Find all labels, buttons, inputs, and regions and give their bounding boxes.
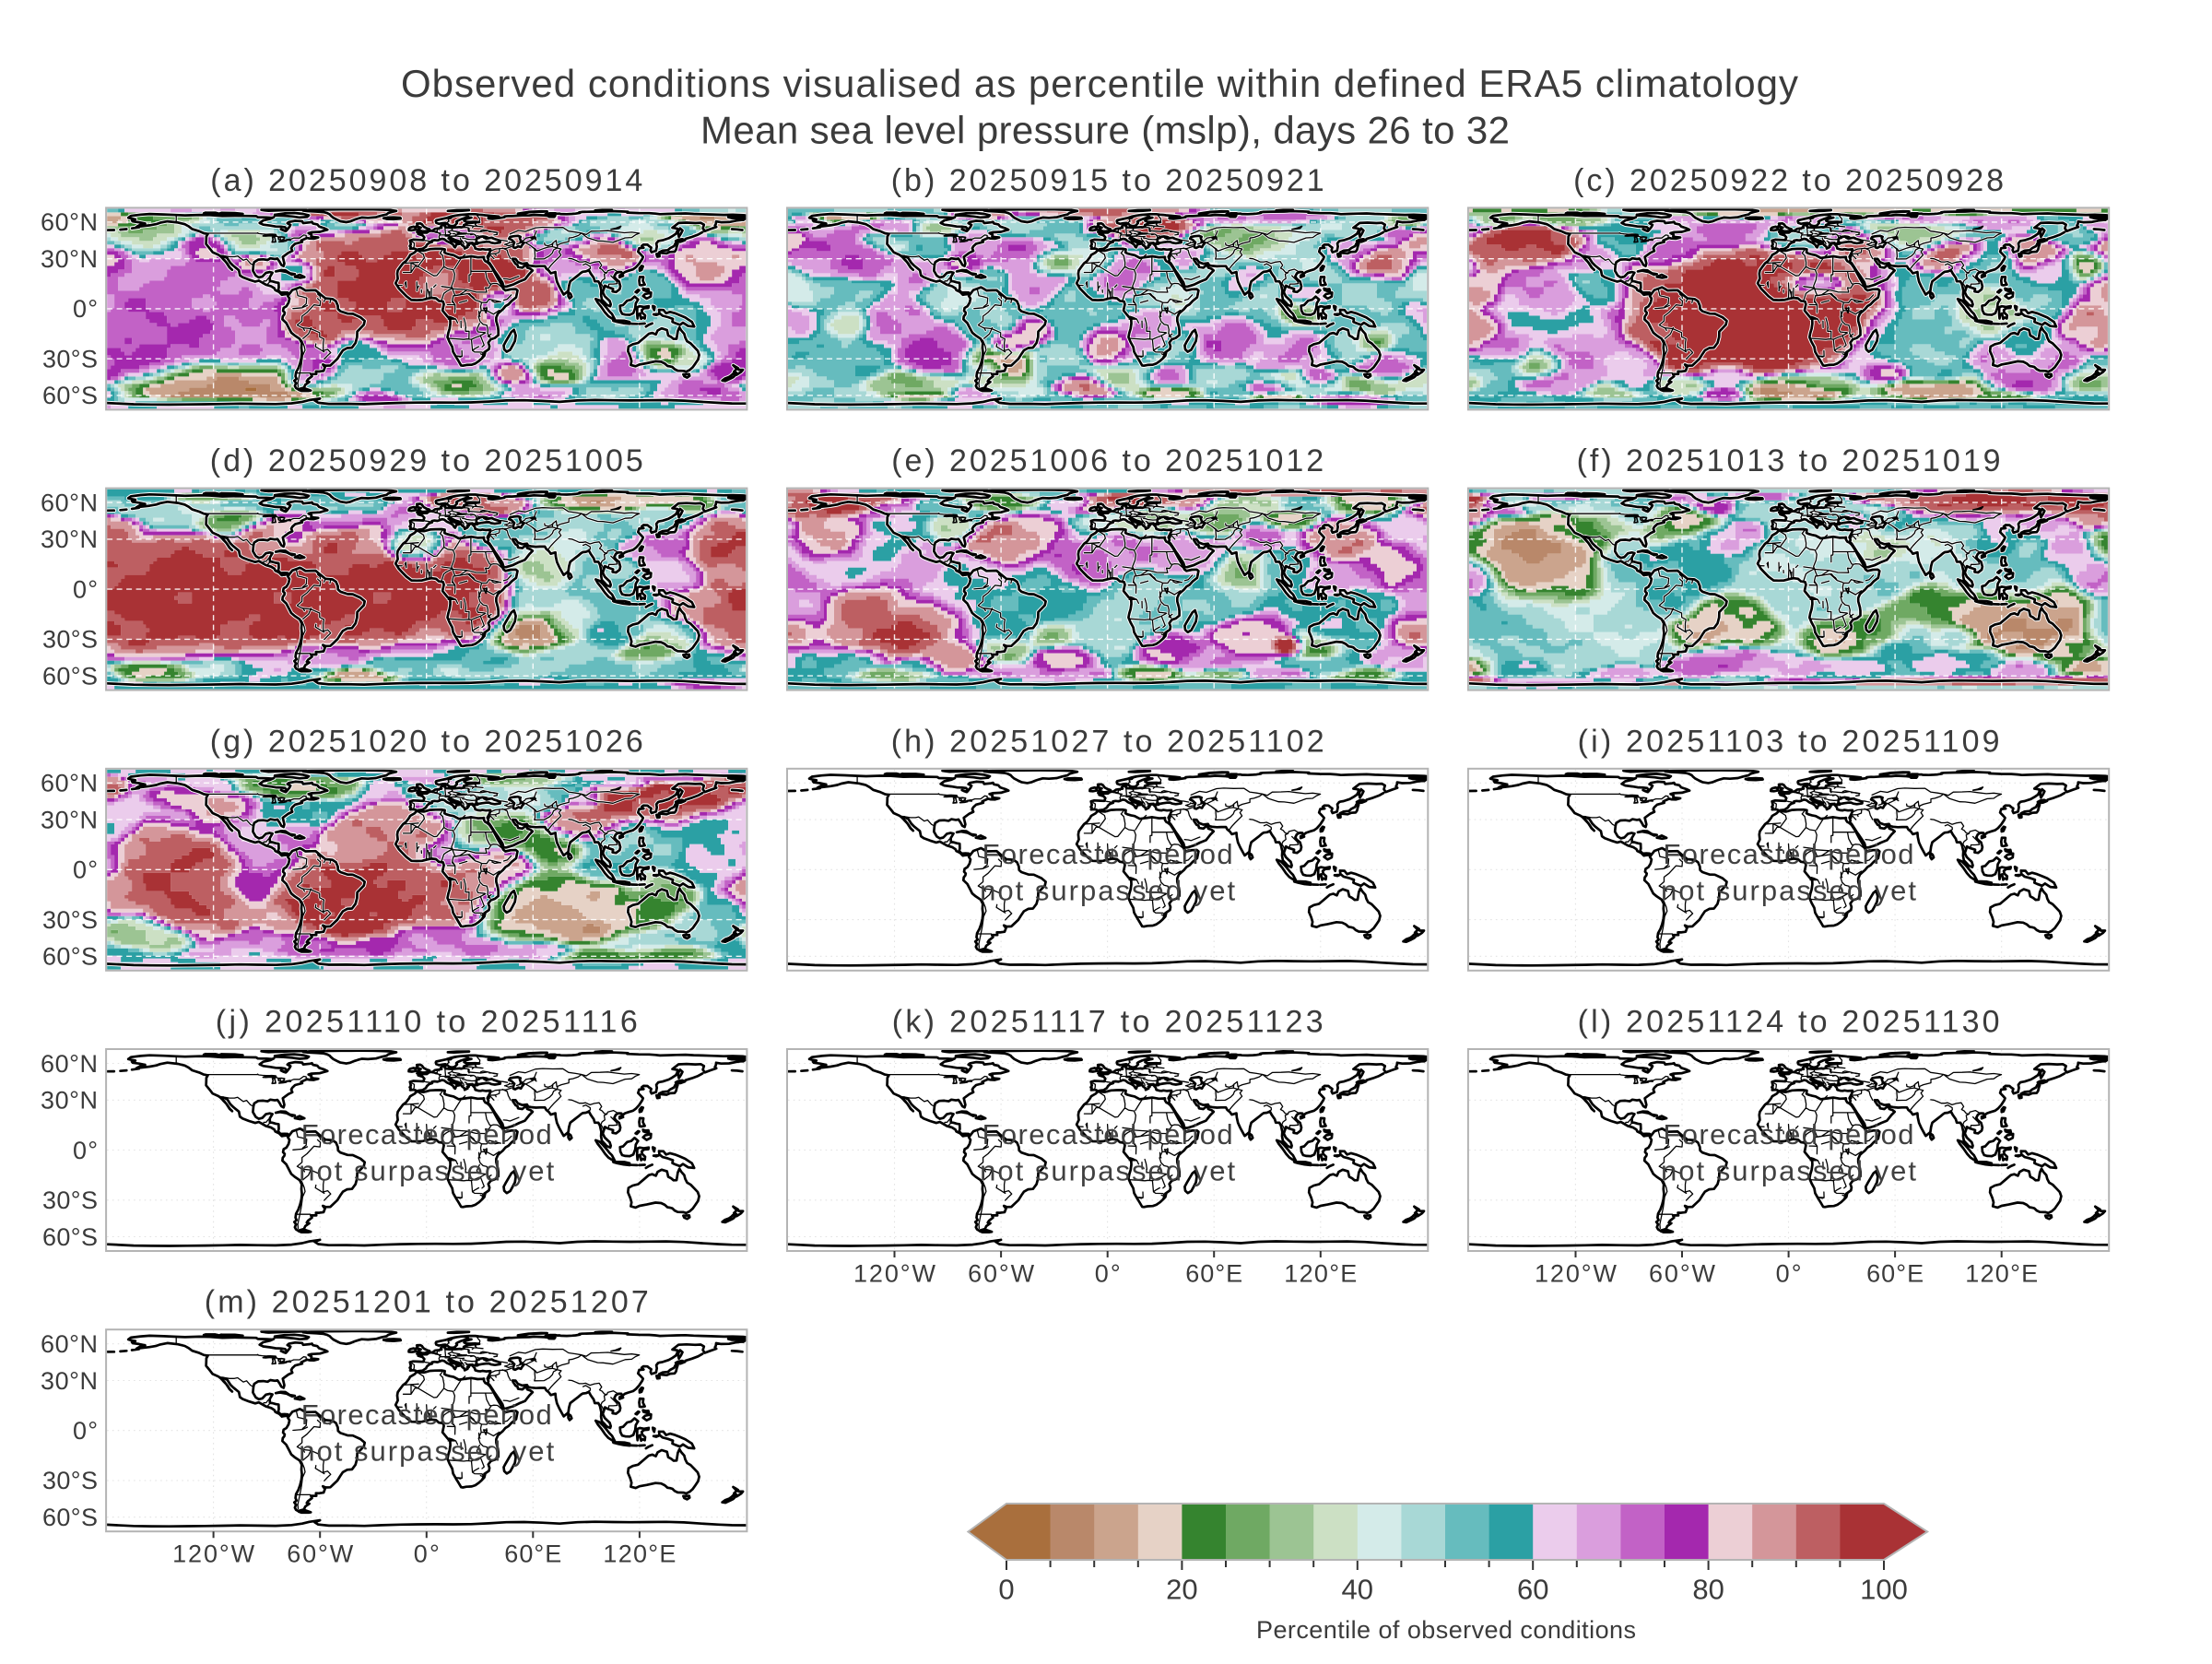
svg-text:60°W: 60°W (287, 1540, 354, 1568)
svg-text:60°S: 60°S (42, 1223, 98, 1251)
svg-text:0: 0 (998, 1574, 1014, 1606)
svg-text:(f) 20251013 to 20251019: (f) 20251013 to 20251019 (1577, 443, 2001, 478)
svg-text:0°: 0° (73, 575, 98, 603)
svg-text:60°W: 60°W (1649, 1260, 1716, 1288)
svg-text:120°W: 120°W (172, 1540, 255, 1568)
svg-text:(b) 20250915 to 20250921: (b) 20250915 to 20250921 (891, 163, 1324, 198)
svg-text:not surpassed yet: not surpassed yet (1661, 874, 1916, 906)
svg-text:40: 40 (1342, 1574, 1373, 1606)
svg-text:60°N: 60°N (41, 770, 98, 797)
svg-text:not surpassed yet: not surpassed yet (299, 1155, 554, 1187)
svg-text:(d) 20250929 to 20251005: (d) 20250929 to 20251005 (210, 443, 643, 478)
svg-text:60°S: 60°S (42, 662, 98, 690)
svg-text:30°N: 30°N (41, 806, 98, 833)
svg-text:30°S: 30°S (42, 906, 98, 934)
svg-text:0°: 0° (73, 856, 98, 884)
svg-text:not surpassed yet: not surpassed yet (299, 1435, 554, 1468)
svg-text:120°E: 120°E (1965, 1260, 2038, 1288)
svg-text:(m) 20251201 to 20251207: (m) 20251201 to 20251207 (205, 1285, 649, 1320)
svg-text:(g) 20251020 to 20251026: (g) 20251020 to 20251026 (210, 724, 643, 759)
svg-text:(e) 20251006 to 20251012: (e) 20251006 to 20251012 (891, 443, 1324, 478)
svg-text:(l) 20251124 to 20251130: (l) 20251124 to 20251130 (1578, 1005, 2000, 1040)
svg-text:Forecasted period: Forecasted period (1664, 1118, 1914, 1151)
svg-text:Forecasted period: Forecasted period (982, 1118, 1233, 1151)
svg-text:60°S: 60°S (42, 943, 98, 971)
svg-text:Observed conditions visualised: Observed conditions visualised as percen… (401, 62, 1798, 105)
svg-text:120°E: 120°E (603, 1540, 676, 1568)
svg-text:Forecasted period: Forecasted period (301, 1398, 552, 1431)
svg-text:Mean sea level pressure (mslp): Mean sea level pressure (mslp), days 26 … (700, 109, 1510, 152)
svg-text:30°S: 30°S (42, 626, 98, 654)
svg-text:60°N: 60°N (41, 489, 98, 516)
svg-text:30°N: 30°N (41, 1087, 98, 1115)
svg-text:30°S: 30°S (42, 1186, 98, 1214)
svg-text:120°W: 120°W (1535, 1260, 1618, 1288)
svg-text:30°N: 30°N (41, 245, 98, 273)
svg-text:60°E: 60°E (1185, 1260, 1242, 1288)
svg-text:60: 60 (1517, 1574, 1548, 1606)
svg-text:60°E: 60°E (1866, 1260, 1924, 1288)
svg-text:0°: 0° (414, 1540, 440, 1568)
svg-text:60°S: 60°S (42, 1504, 98, 1531)
svg-text:(a) 20250908 to 20250914: (a) 20250908 to 20250914 (210, 163, 642, 198)
svg-text:60°W: 60°W (968, 1260, 1035, 1288)
svg-text:100: 100 (1860, 1574, 1908, 1606)
svg-text:Forecasted period: Forecasted period (301, 1118, 552, 1151)
svg-text:not surpassed yet: not surpassed yet (980, 874, 1235, 906)
svg-text:Percentile of observed conditi: Percentile of observed conditions (1256, 1616, 1636, 1644)
svg-text:(h) 20251027 to 20251102: (h) 20251027 to 20251102 (891, 724, 1324, 759)
svg-text:Forecasted period: Forecasted period (1664, 838, 1914, 870)
svg-text:60°N: 60°N (41, 208, 98, 236)
svg-text:not surpassed yet: not surpassed yet (1661, 1155, 1916, 1187)
svg-text:80: 80 (1692, 1574, 1724, 1606)
svg-text:30°N: 30°N (41, 1367, 98, 1395)
svg-text:0°: 0° (1095, 1260, 1121, 1288)
svg-text:0°: 0° (1776, 1260, 1802, 1288)
svg-text:30°N: 30°N (41, 525, 98, 553)
svg-text:60°E: 60°E (504, 1540, 561, 1568)
svg-text:not surpassed yet: not surpassed yet (980, 1155, 1235, 1187)
svg-text:60°N: 60°N (41, 1330, 98, 1358)
svg-text:60°N: 60°N (41, 1050, 98, 1078)
svg-text:(i) 20251103 to 20251109: (i) 20251103 to 20251109 (1578, 724, 2000, 759)
svg-text:(j) 20251110 to 20251116: (j) 20251110 to 20251116 (216, 1005, 638, 1040)
svg-text:20: 20 (1166, 1574, 1197, 1606)
svg-text:0°: 0° (73, 1137, 98, 1164)
svg-text:Forecasted period: Forecasted period (982, 838, 1233, 870)
svg-text:0°: 0° (73, 1417, 98, 1445)
svg-text:120°W: 120°W (853, 1260, 936, 1288)
svg-text:120°E: 120°E (1284, 1260, 1357, 1288)
svg-text:60°S: 60°S (42, 382, 98, 409)
svg-text:0°: 0° (73, 295, 98, 323)
svg-text:30°S: 30°S (42, 1467, 98, 1494)
svg-text:30°S: 30°S (42, 345, 98, 372)
